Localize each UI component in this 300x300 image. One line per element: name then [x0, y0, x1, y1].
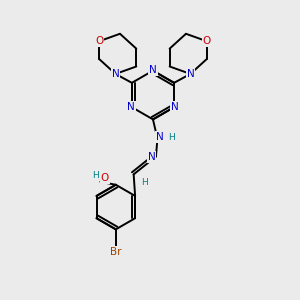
Text: O: O: [101, 173, 109, 183]
Text: N: N: [112, 69, 119, 79]
Text: Br: Br: [110, 247, 122, 257]
Text: N: N: [149, 65, 157, 75]
Text: H: H: [92, 171, 98, 180]
Text: N: N: [187, 69, 194, 79]
Text: N: N: [156, 132, 164, 142]
Text: H: H: [141, 178, 147, 187]
Text: H: H: [168, 133, 175, 142]
Text: O: O: [202, 36, 211, 46]
Text: O: O: [95, 36, 103, 46]
Text: N: N: [128, 102, 135, 112]
Text: N: N: [171, 102, 178, 112]
Text: N: N: [148, 152, 155, 162]
